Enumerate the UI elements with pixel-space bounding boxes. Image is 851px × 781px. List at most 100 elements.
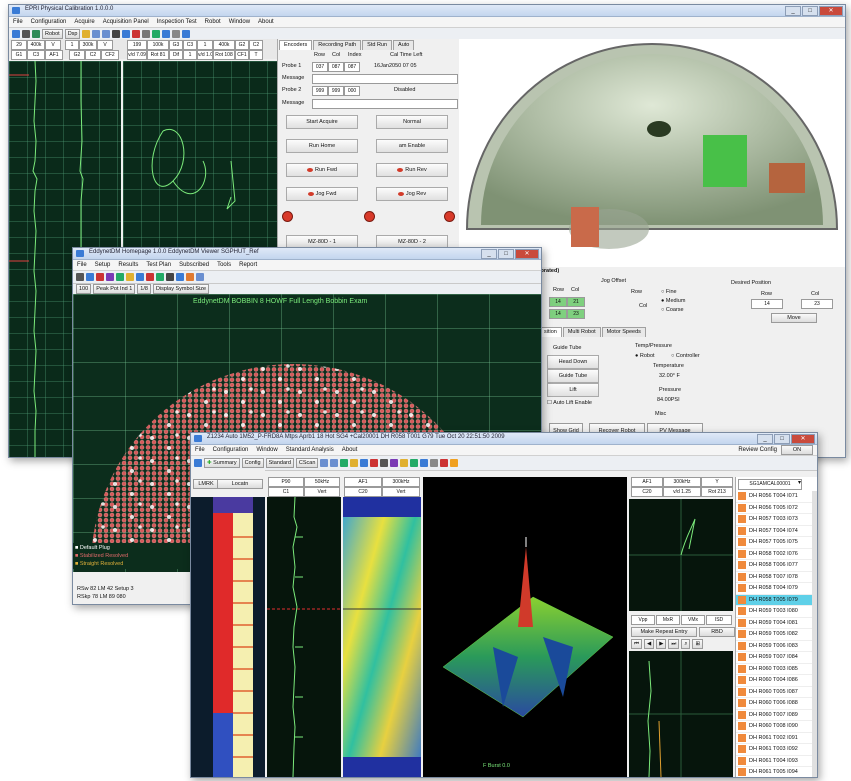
- tab-motor-speeds[interactable]: Motor Speeds: [601, 327, 646, 337]
- zoom-icon[interactable]: ⌕: [681, 639, 691, 649]
- list-item[interactable]: DH R059 T006 I083: [736, 641, 812, 652]
- chan-cell[interactable]: V: [97, 40, 113, 50]
- list-item[interactable]: DH R059 T003 I080: [736, 606, 812, 618]
- back-icon[interactable]: [320, 459, 329, 467]
- grid-icon[interactable]: [32, 30, 40, 38]
- lissa-channel[interactable]: AF1: [631, 477, 663, 487]
- stop-icon[interactable]: [440, 459, 449, 467]
- list-scrollbar[interactable]: [812, 491, 817, 777]
- lissa-rot[interactable]: Rot 213: [701, 487, 733, 497]
- list-item[interactable]: DH R059 T007 I084: [736, 652, 812, 664]
- text-icon[interactable]: [176, 273, 184, 281]
- tab-position[interactable]: sition: [539, 327, 562, 337]
- chan-cell[interactable]: CF1: [235, 50, 249, 60]
- warning-icon[interactable]: [400, 459, 409, 467]
- scissors-icon[interactable]: [112, 30, 121, 38]
- 3d-eddy-plot[interactable]: F Burst 0.0: [423, 477, 627, 777]
- list-item[interactable]: DH R058 T002 I076: [736, 549, 812, 560]
- move-button[interactable]: Move: [771, 313, 817, 323]
- chart-icon[interactable]: [340, 459, 349, 467]
- chan-cell[interactable]: G2: [235, 40, 249, 50]
- menu-standard-analysis[interactable]: Standard Analysis: [285, 447, 334, 453]
- record-icon[interactable]: [370, 459, 379, 467]
- tools-icon[interactable]: [172, 30, 181, 38]
- monitor-icon[interactable]: [360, 459, 369, 467]
- speed-fine[interactable]: ○ Fine: [661, 289, 677, 295]
- list-item[interactable]: DH R058 T004 I079: [736, 583, 812, 595]
- normal-button[interactable]: Normal: [376, 115, 448, 129]
- locatn-button[interactable]: Locatn: [217, 479, 263, 489]
- chan-cell[interactable]: C2: [249, 40, 263, 50]
- list-item[interactable]: DH R059 T005 I082: [736, 629, 812, 641]
- lissa-axis[interactable]: Y: [701, 477, 733, 487]
- strip-comp[interactable]: Vert: [304, 487, 340, 497]
- save-icon[interactable]: [76, 273, 84, 281]
- make-repeat-entry-button[interactable]: Make Repeat Entry: [631, 627, 697, 637]
- tab-auto[interactable]: Auto: [393, 40, 415, 50]
- menu-window[interactable]: Window: [228, 19, 251, 25]
- tab-encoders[interactable]: Encoders: [279, 40, 313, 50]
- message-field-2[interactable]: [312, 99, 458, 109]
- print-icon[interactable]: [380, 459, 389, 467]
- menu-robot[interactable]: Robot: [204, 19, 221, 25]
- sun-icon[interactable]: [450, 459, 459, 467]
- strip-trace-plot[interactable]: [267, 497, 341, 777]
- print-icon[interactable]: [86, 273, 94, 281]
- mxr-mode[interactable]: MxR: [656, 615, 680, 625]
- color-icon[interactable]: [186, 273, 194, 281]
- chan-cell[interactable]: 1: [197, 40, 213, 50]
- cursor-icon[interactable]: [166, 273, 174, 281]
- speed-medium[interactable]: ● Medium: [661, 298, 686, 304]
- list-item[interactable]: DH R057 T005 I075: [736, 537, 812, 549]
- chan-cell[interactable]: C3: [183, 40, 197, 50]
- jog-fwd-button[interactable]: Jog Fwd: [286, 187, 358, 201]
- steam-generator-3d-view[interactable]: [459, 39, 845, 267]
- dsp-button[interactable]: Dsp: [64, 29, 81, 39]
- chan-cell[interactable]: C3: [27, 50, 45, 60]
- peak-pot-select[interactable]: Peak Pot Ind 1: [93, 284, 136, 294]
- close-button[interactable]: ✕: [791, 434, 815, 444]
- list-item[interactable]: DH R060 T007 I089: [736, 710, 812, 721]
- list-item[interactable]: DH R060 T004 I086: [736, 675, 812, 687]
- list-item[interactable]: DH R058 T005 I079: [736, 594, 812, 606]
- close-button[interactable]: ✕: [819, 6, 843, 16]
- size-select[interactable]: 1/8: [137, 284, 151, 294]
- guide-tube-button[interactable]: Guide Tube: [547, 369, 599, 383]
- list-item[interactable]: DH R056 T004 I071: [736, 491, 812, 503]
- maximize-button[interactable]: □: [774, 434, 790, 444]
- cscan-freq[interactable]: 300kHz: [382, 477, 420, 487]
- menu-report[interactable]: Report: [239, 262, 258, 268]
- menu-results[interactable]: Results: [118, 262, 139, 268]
- sg-select[interactable]: SG1AMCAL00001: [738, 479, 802, 490]
- chart-icon[interactable]: [152, 30, 161, 38]
- folder-icon[interactable]: [82, 30, 91, 38]
- display-symbol-size[interactable]: Display Symbol Size: [152, 284, 210, 294]
- chan-cell[interactable]: AF1: [45, 50, 63, 60]
- arrow-right-icon[interactable]: [102, 30, 111, 38]
- menu-subscribed[interactable]: Subscribed: [179, 262, 210, 268]
- list-item[interactable]: DH R056 T005 I072: [736, 503, 812, 514]
- menu-about[interactable]: About: [341, 447, 358, 453]
- next-icon[interactable]: ▶: [656, 639, 667, 649]
- rbd-button[interactable]: RBD: [699, 627, 735, 637]
- plot-icon[interactable]: [410, 459, 419, 467]
- run-rev-button[interactable]: Run Rev: [376, 163, 448, 177]
- auto-lift-checkbox[interactable]: ☐ Auto Lift Enable: [547, 400, 592, 406]
- strip-freq[interactable]: 50kHz: [304, 477, 340, 487]
- standard-button[interactable]: Standard: [265, 458, 294, 468]
- list-item[interactable]: DH R061 T004 I093: [736, 756, 812, 767]
- chan-cell[interactable]: Rot 81: [147, 50, 169, 60]
- tab-recording-path[interactable]: Recording Path: [313, 40, 362, 50]
- filter-icon[interactable]: [390, 459, 399, 467]
- grid-icon[interactable]: ⊞: [692, 639, 704, 649]
- chan-cell[interactable]: CF2: [101, 50, 119, 60]
- lmrk-button[interactable]: LMRK: [193, 479, 219, 489]
- help-icon[interactable]: [182, 30, 191, 38]
- arrow-left-icon[interactable]: [92, 30, 101, 38]
- robot-radio[interactable]: ● Robot: [635, 353, 655, 359]
- chan-cell[interactable]: 300k: [79, 40, 97, 50]
- menu-about[interactable]: About: [258, 19, 274, 25]
- cam-enable-button[interactable]: am Enable: [376, 139, 448, 153]
- chan-cell[interactable]: 29: [11, 40, 27, 50]
- list-item[interactable]: DH R058 T006 I077: [736, 560, 812, 572]
